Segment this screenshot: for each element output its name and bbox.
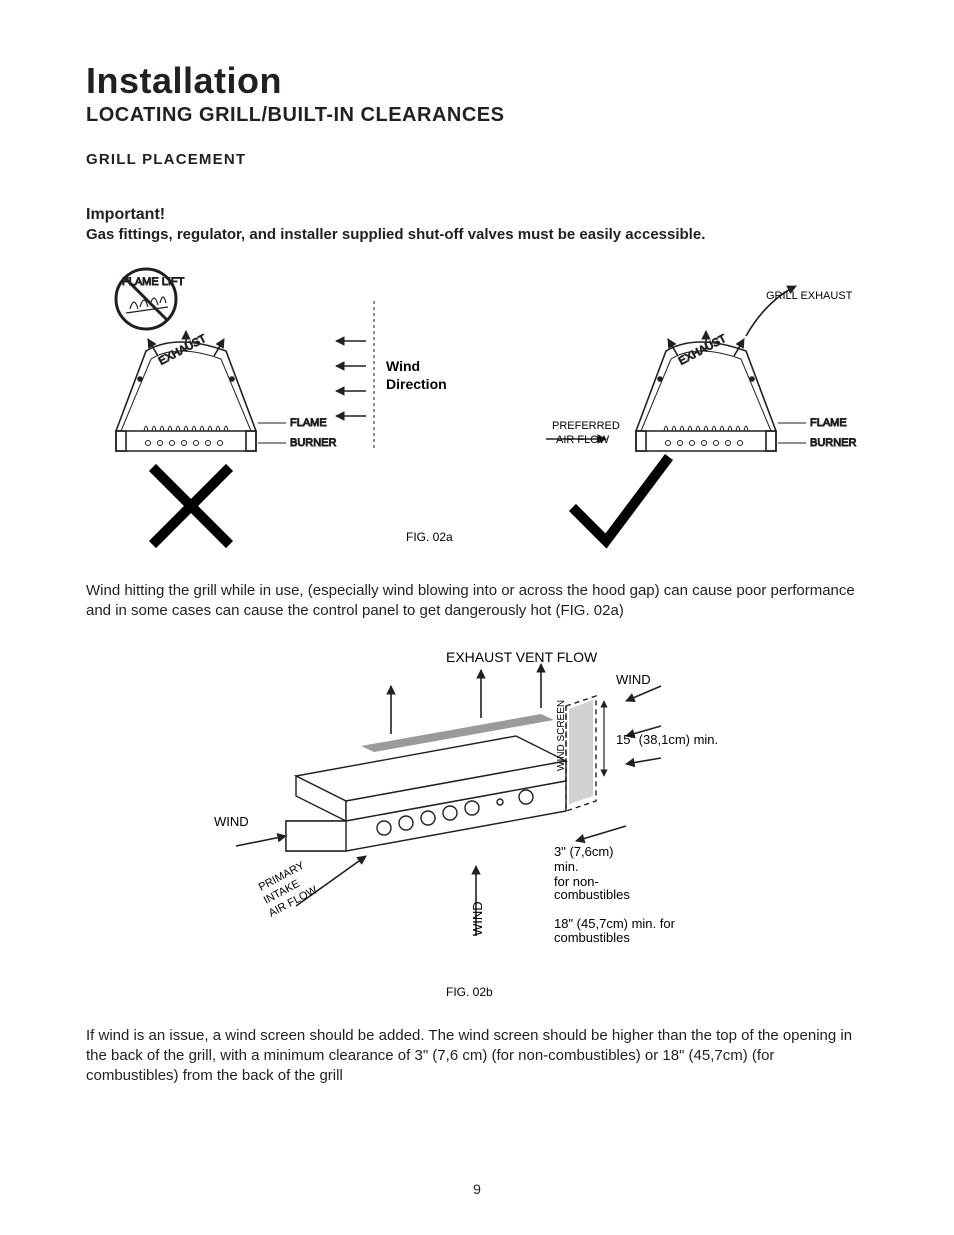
label-exhaust-right: EXHAUST — [677, 333, 729, 368]
label-dim1: 15" (38,1cm) min. — [616, 732, 718, 747]
label-dim2d: combustibles — [554, 887, 630, 902]
page-title: Installation — [86, 60, 868, 102]
important-text: Gas fittings, regulator, and installer s… — [86, 226, 868, 243]
label-dim2b: min. — [554, 859, 579, 874]
label-wind-l: WIND — [214, 814, 249, 829]
figure-02a-svg: FLAME LIFT EXHAUST FLAME BURNER — [86, 261, 868, 561]
label-wind-screen: WIND SCREEN — [556, 699, 567, 770]
label-flame-left: FLAME — [290, 417, 327, 429]
label-grill-exhaust: GRILL EXHAUST — [766, 290, 853, 302]
label-exhaust-left: EXHAUST — [157, 333, 209, 368]
label-wind-r1: WIND — [616, 672, 651, 687]
fig02a-caption: FIG. 02a — [406, 530, 453, 544]
label-exhaust-vent-flow: EXHAUST VENT FLOW — [446, 649, 598, 665]
page-number: 9 — [0, 1181, 954, 1197]
page-subtitle: LOCATING GRILL/BUILT-IN CLEARANCES — [86, 104, 868, 127]
label-flame-right: FLAME — [810, 417, 847, 429]
label-burner-right: BURNER — [810, 437, 857, 449]
important-heading: Important! — [86, 206, 868, 224]
label-dim3b: combustibles — [554, 930, 630, 945]
label-wind-direction-1: Wind — [386, 358, 420, 374]
important-block: Important! Gas fittings, regulator, and … — [86, 206, 868, 243]
label-dim3a: 18" (45,7cm) min. for — [554, 916, 676, 931]
figure-02b-svg: EXHAUST VENT FLOW WIND WIND WIND WIN — [86, 646, 868, 1006]
label-flame-lift: FLAME LIFT — [122, 276, 185, 288]
fig02b-caption: FIG. 02b — [446, 985, 493, 999]
label-preferred-1: PREFERRED — [552, 420, 620, 432]
paragraph-1: Wind hitting the grill while in use, (es… — [86, 581, 868, 622]
label-preferred-2: AIR FLOW — [556, 434, 610, 446]
section-heading: GRILL PLACEMENT — [86, 151, 868, 168]
label-dim2a: 3" (7,6cm) — [554, 844, 614, 859]
label-burner-left: BURNER — [290, 437, 337, 449]
paragraph-2: If wind is an issue, a wind screen shoul… — [86, 1026, 868, 1087]
page: Installation LOCATING GRILL/BUILT-IN CLE… — [0, 0, 954, 1235]
figure-02a: FLAME LIFT EXHAUST FLAME BURNER — [86, 261, 868, 561]
label-wind-b: WIND — [470, 901, 485, 936]
figure-02b: EXHAUST VENT FLOW WIND WIND WIND WIN — [86, 646, 868, 1006]
label-wind-direction-2: Direction — [386, 376, 447, 392]
